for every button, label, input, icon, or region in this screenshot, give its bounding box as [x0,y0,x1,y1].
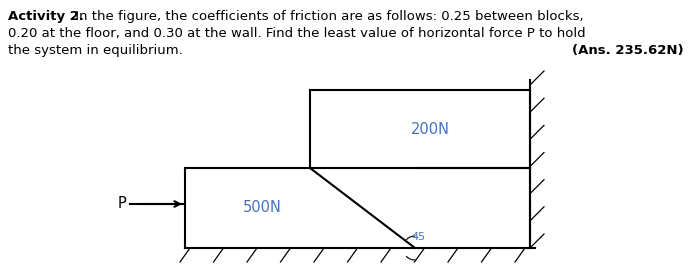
Text: Activity 2.: Activity 2. [8,10,84,23]
Text: 45: 45 [411,232,425,242]
Text: 500N: 500N [243,200,282,215]
Text: (Ans. 235.62N): (Ans. 235.62N) [572,44,684,57]
Text: 200N: 200N [410,121,450,136]
Text: P: P [117,196,126,211]
Text: 0.20 at the floor, and 0.30 at the wall. Find the least value of horizontal forc: 0.20 at the floor, and 0.30 at the wall.… [8,27,585,40]
Text: In the figure, the coefficients of friction are as follows: 0.25 between blocks,: In the figure, the coefficients of frict… [71,10,583,23]
Text: the system in equilibrium.: the system in equilibrium. [8,44,183,57]
